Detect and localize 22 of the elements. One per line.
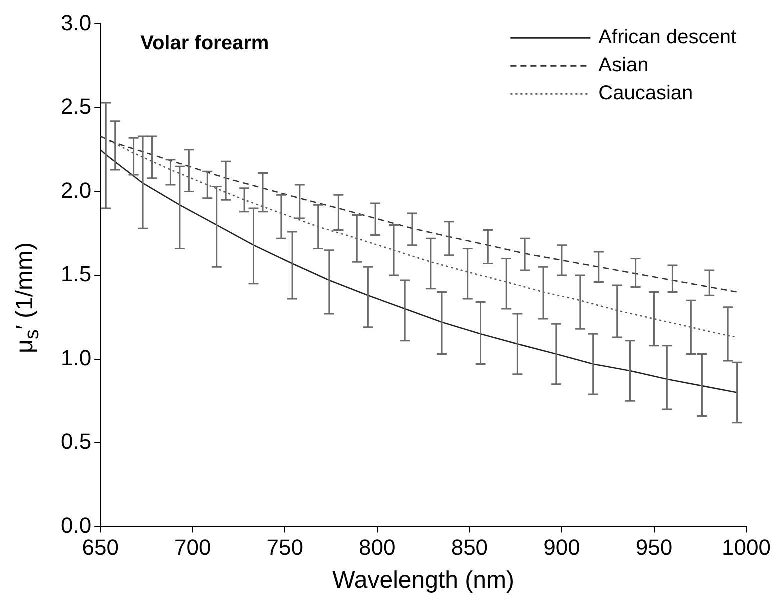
line-series: [100, 136, 738, 338]
line-series: [100, 136, 738, 293]
x-tick-label: 800: [359, 535, 396, 560]
x-tick-label: 700: [174, 535, 212, 560]
x-tick-label: 650: [82, 535, 119, 560]
x-tick-label: 1000: [722, 535, 772, 560]
legend-label: Asian: [598, 54, 649, 77]
y-tick-label: 1.0: [60, 345, 92, 370]
y-tick-label: 3.0: [60, 10, 92, 36]
legend-label: Caucasian: [598, 82, 694, 105]
y-tick-label: 0.5: [60, 429, 92, 454]
x-tick-label: 950: [636, 535, 673, 560]
x-tick-label: 750: [266, 535, 304, 560]
y-tick-label: 0.0: [60, 512, 92, 538]
legend-label: African descent: [598, 26, 737, 49]
y-tick-label: 2.0: [60, 178, 92, 203]
x-tick-label: 850: [451, 535, 488, 560]
y-tick-label: 1.5: [60, 262, 92, 287]
x-axis-title: Wavelength (nm): [332, 567, 514, 594]
annotation: Volar forearm: [140, 32, 270, 55]
y-tick-label: 2.5: [60, 94, 92, 120]
x-tick-label: 900: [544, 535, 580, 560]
